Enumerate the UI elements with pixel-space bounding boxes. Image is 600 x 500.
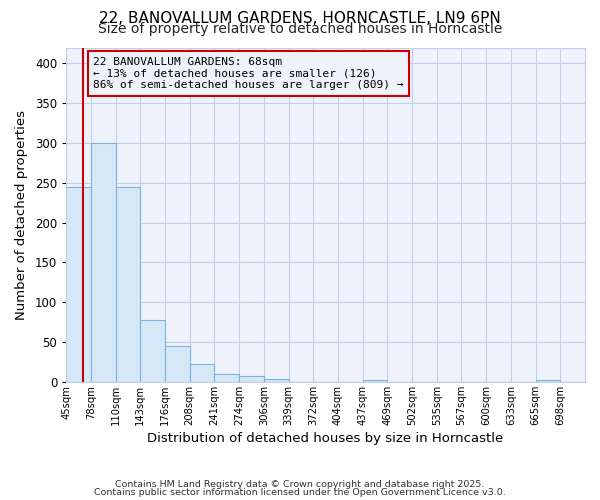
X-axis label: Distribution of detached houses by size in Horncastle: Distribution of detached houses by size … — [148, 432, 504, 445]
Bar — [362, 380, 388, 382]
Bar — [536, 380, 560, 382]
Bar — [91, 143, 116, 382]
Bar — [140, 320, 165, 382]
Text: Contains HM Land Registry data © Crown copyright and database right 2025.: Contains HM Land Registry data © Crown c… — [115, 480, 485, 489]
Text: Size of property relative to detached houses in Horncastle: Size of property relative to detached ho… — [98, 22, 502, 36]
Text: Contains public sector information licensed under the Open Government Licence v3: Contains public sector information licen… — [94, 488, 506, 497]
Bar — [214, 374, 239, 382]
Bar — [264, 378, 289, 382]
Bar — [190, 364, 214, 382]
Bar — [165, 346, 190, 382]
Text: 22 BANOVALLUM GARDENS: 68sqm
← 13% of detached houses are smaller (126)
86% of s: 22 BANOVALLUM GARDENS: 68sqm ← 13% of de… — [94, 57, 404, 90]
Bar — [239, 376, 264, 382]
Bar — [66, 187, 91, 382]
Bar — [116, 187, 140, 382]
Text: 22, BANOVALLUM GARDENS, HORNCASTLE, LN9 6PN: 22, BANOVALLUM GARDENS, HORNCASTLE, LN9 … — [99, 11, 501, 26]
Y-axis label: Number of detached properties: Number of detached properties — [15, 110, 28, 320]
